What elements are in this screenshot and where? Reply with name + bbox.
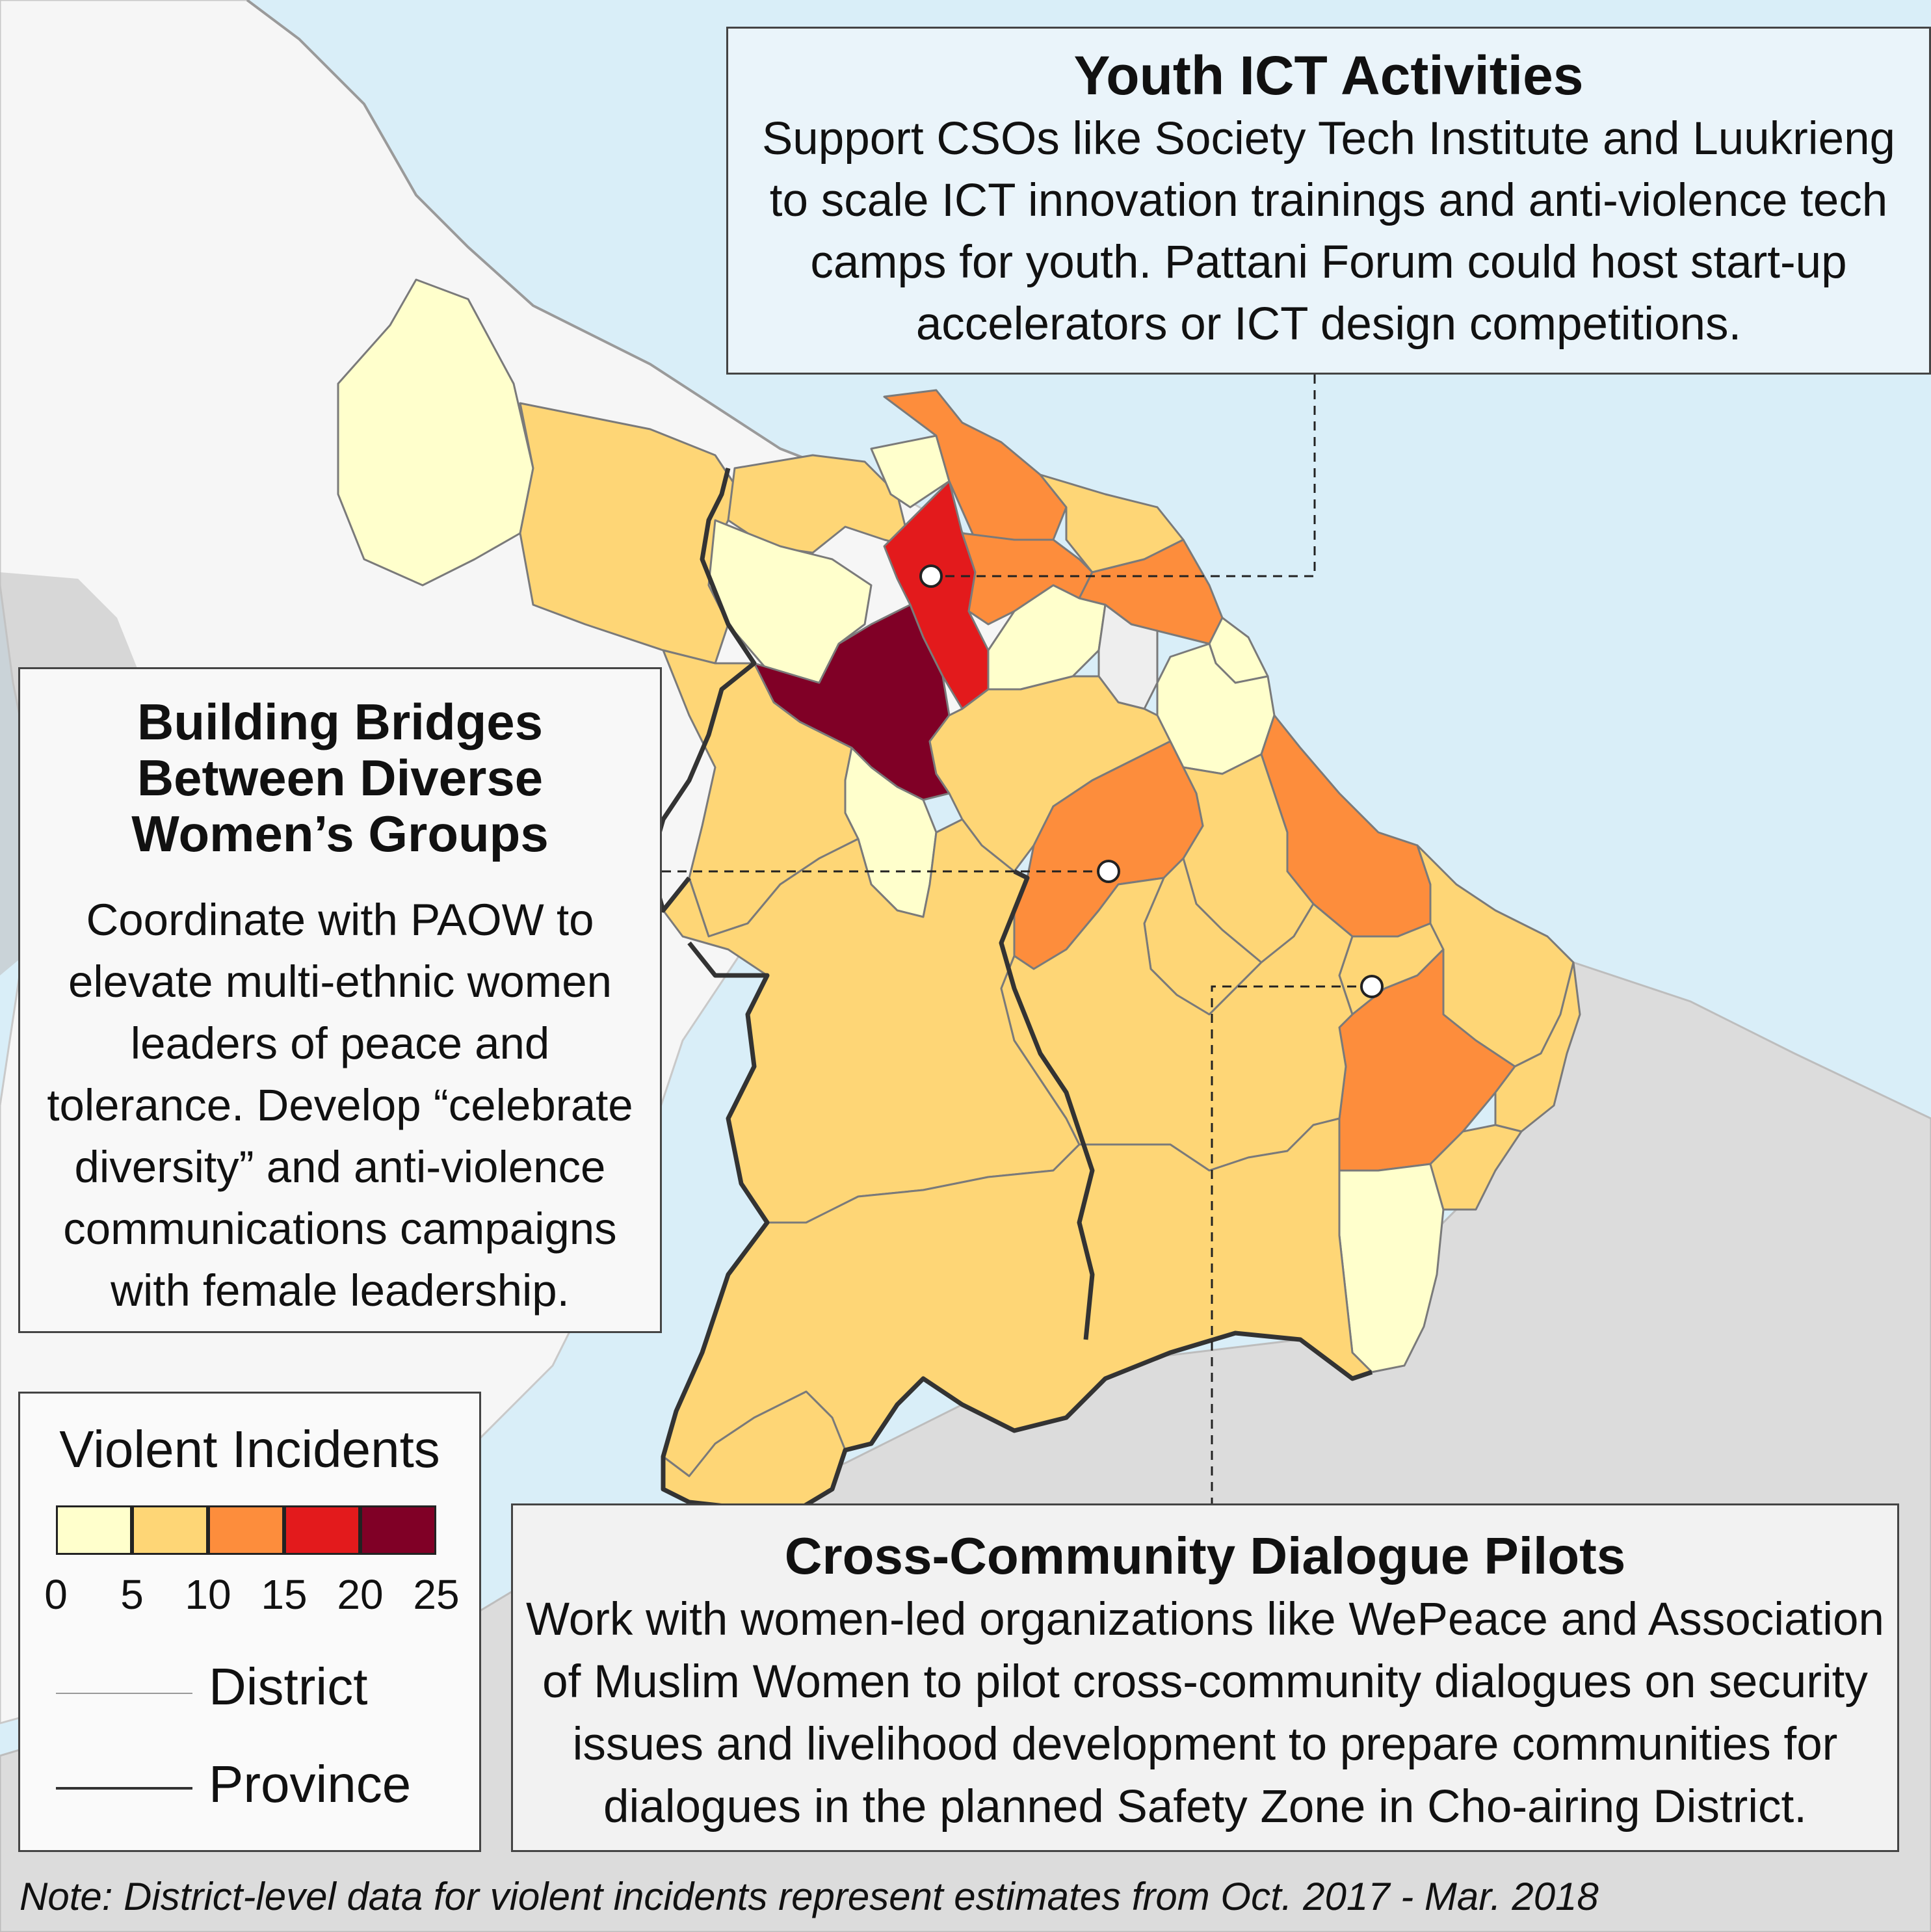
coastline-west: [246, 0, 898, 496]
legend-swatch: [360, 1505, 436, 1555]
callout-dialogue-pilots-title: Cross-Community Dialogue Pilots: [784, 1527, 1626, 1585]
legend: Violent Incidents 0 5 10 15 20 25 District Pr…: [18, 1392, 481, 1852]
legend-tick-label: 20: [337, 1571, 384, 1618]
marker-dialogue[interactable]: [1360, 975, 1384, 998]
leader-lines: [662, 375, 1372, 1503]
district-se-yellow-2: [1429, 1124, 1523, 1211]
callout-building-bridges-body: Coordinate with PAOW to elevate multi-et…: [47, 895, 633, 1316]
legend-tick-label: 5: [120, 1571, 144, 1618]
marker-bridges[interactable]: [1097, 860, 1120, 883]
legend-swatch: [208, 1505, 284, 1555]
callout-building-bridges-title: Building Bridges Between Diverse Women’s…: [131, 693, 549, 862]
district-north-light: [870, 434, 951, 509]
leader-ict: [931, 375, 1316, 577]
legend-district-line: [56, 1693, 192, 1694]
marker-ict[interactable]: [919, 564, 943, 588]
callout-youth-ict-title: Youth ICT Activities: [1073, 45, 1584, 106]
legend-tick-label: 25: [413, 1571, 460, 1618]
callout-dialogue-pilots-body: Work with women-led organizations like W…: [526, 1594, 1884, 1833]
legend-tick-label: 0: [44, 1571, 68, 1618]
legend-title: Violent Incidents: [59, 1420, 440, 1478]
districts: [337, 278, 1581, 1510]
district-far-east-yellow: [1494, 961, 1581, 1133]
legend-tick-label: 15: [261, 1571, 308, 1618]
callout-building-bridges: Building Bridges Between Diverse Women’s…: [18, 667, 662, 1333]
legend-province-line: [56, 1787, 192, 1790]
legend-swatch: [132, 1505, 208, 1555]
legend-swatch: [284, 1505, 360, 1555]
legend-swatch: [56, 1505, 132, 1555]
district-light-central: [987, 584, 1107, 691]
legend-tick-label: 10: [185, 1571, 231, 1618]
legend-district-label: District: [209, 1658, 368, 1715]
callout-youth-ict: Youth ICT Activities Support CSOs like S…: [726, 27, 1931, 375]
district-north-orange: [883, 389, 1068, 541]
legend-province-label: Province: [209, 1755, 412, 1813]
footnote: Note: District-level data for violent in…: [20, 1875, 1599, 1918]
callout-youth-ict-body: Support CSOs like Society Tech Institute…: [761, 113, 1896, 350]
callout-dialogue-pilots: Cross-Community Dialogue Pilots Work wit…: [511, 1503, 1899, 1852]
leader-dialogue: [1211, 985, 1372, 1503]
